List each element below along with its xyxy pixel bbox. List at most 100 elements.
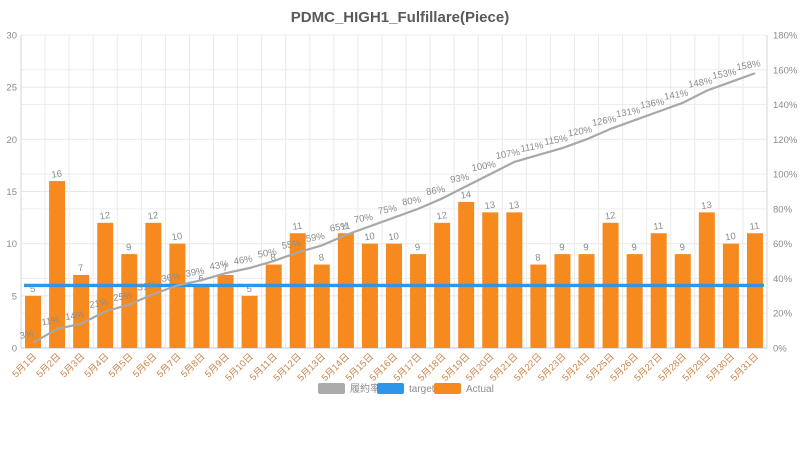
rate-percent-label: 70% bbox=[353, 212, 374, 226]
rate-percent-label: 115% bbox=[543, 133, 569, 148]
bar bbox=[265, 264, 282, 348]
bar-value-label: 10 bbox=[388, 231, 400, 243]
rate-percent-label: 59% bbox=[305, 231, 326, 245]
bar-value-label: 11 bbox=[340, 221, 351, 233]
bar-value-label: 8 bbox=[270, 252, 277, 264]
left-axis-tick-label: 20 bbox=[6, 135, 17, 146]
bar-value-label: 12 bbox=[436, 210, 448, 222]
rate-percent-label: 153% bbox=[712, 67, 738, 82]
bar bbox=[289, 233, 306, 348]
bar-value-label: 9 bbox=[559, 242, 566, 254]
bar bbox=[554, 254, 571, 348]
rate-percent-label: 43% bbox=[209, 259, 230, 273]
rate-percent-label: 3% bbox=[19, 329, 35, 342]
legend-label-target: target bbox=[409, 384, 435, 395]
right-axis-tick-label: 100% bbox=[773, 170, 798, 181]
bar bbox=[217, 274, 234, 348]
bar-value-label: 8 bbox=[318, 252, 325, 264]
bar-value-label: 9 bbox=[414, 242, 421, 254]
x-tick-label: 5月7日 bbox=[155, 351, 184, 380]
bar bbox=[361, 243, 378, 348]
rate-percent-label: 107% bbox=[495, 147, 521, 162]
bar bbox=[506, 212, 523, 348]
rate-percent-label: 111% bbox=[520, 140, 545, 155]
rate-percent-label: 31% bbox=[137, 279, 158, 293]
rate-percent-label: 21% bbox=[88, 297, 109, 311]
right-axis-tick-label: 20% bbox=[773, 309, 793, 320]
bar bbox=[337, 233, 354, 348]
rate-line bbox=[32, 72, 756, 344]
rate-percent-label: 141% bbox=[663, 88, 689, 103]
legend-swatch-rate bbox=[318, 383, 345, 394]
bar-value-label: 9 bbox=[631, 242, 638, 254]
bar bbox=[410, 254, 427, 348]
x-tick-label: 5月6日 bbox=[131, 351, 160, 380]
legend-swatch-actual bbox=[434, 383, 461, 394]
bar-value-label: 13 bbox=[484, 200, 496, 212]
rate-percent-label: 39% bbox=[185, 266, 206, 280]
bar bbox=[241, 295, 258, 348]
bar bbox=[73, 274, 90, 348]
bar bbox=[482, 212, 499, 348]
bar bbox=[25, 295, 42, 348]
rate-percent-label: 46% bbox=[233, 253, 254, 267]
bar-value-label: 12 bbox=[147, 210, 159, 222]
bar bbox=[313, 264, 330, 348]
rate-percent-label: 14% bbox=[64, 309, 85, 323]
bar-value-label: 11 bbox=[653, 221, 664, 233]
bar bbox=[530, 264, 547, 348]
bar-value-label: 9 bbox=[126, 242, 133, 254]
rate-percent-label: 120% bbox=[567, 124, 593, 139]
bar-value-label: 11 bbox=[292, 221, 303, 233]
rate-percent-label: 80% bbox=[401, 194, 422, 208]
bar bbox=[121, 254, 138, 348]
bar-value-label: 14 bbox=[460, 189, 472, 201]
rate-percent-label: 100% bbox=[471, 159, 497, 174]
right-axis-tick-label: 120% bbox=[773, 135, 798, 146]
left-axis-tick-label: 15 bbox=[6, 187, 17, 198]
rate-percent-label: 131% bbox=[615, 105, 641, 120]
rate-percent-label: 55% bbox=[281, 238, 302, 252]
left-axis-tick-label: 0 bbox=[12, 344, 17, 355]
right-axis-tick-label: 180% bbox=[773, 31, 798, 42]
x-tick-label: 5月4日 bbox=[83, 351, 112, 380]
left-axis-tick-label: 30 bbox=[6, 31, 17, 42]
right-axis-tick-label: 0% bbox=[773, 344, 787, 355]
rate-percent-label: 65% bbox=[329, 220, 350, 234]
bar-value-label: 5 bbox=[246, 284, 253, 296]
bar-value-label: 8 bbox=[535, 252, 542, 264]
right-axis-tick-label: 40% bbox=[773, 274, 793, 285]
bar-value-label: 12 bbox=[604, 210, 616, 222]
bar bbox=[578, 254, 595, 348]
right-axis-tick-label: 140% bbox=[773, 100, 798, 111]
right-axis-tick-label: 60% bbox=[773, 239, 793, 250]
right-axis-tick-label: 160% bbox=[773, 65, 798, 76]
bar-value-label: 10 bbox=[171, 231, 183, 243]
bar bbox=[722, 243, 739, 348]
legend-swatch-target bbox=[377, 383, 404, 394]
bar bbox=[386, 243, 402, 348]
chart-title: PDMC_HIGH1_Fulfillare(Piece) bbox=[291, 9, 509, 26]
rate-percent-label: 126% bbox=[591, 114, 617, 129]
rate-percent-label: 148% bbox=[687, 76, 713, 91]
bar bbox=[169, 243, 186, 348]
legend: 履約率 target Actual bbox=[318, 382, 494, 395]
bar bbox=[49, 181, 66, 348]
bar bbox=[626, 254, 643, 348]
bar bbox=[458, 201, 475, 348]
left-axis-tick-label: 25 bbox=[6, 83, 17, 94]
rate-percent-label: 75% bbox=[377, 203, 398, 217]
rate-percent-label: 136% bbox=[639, 96, 665, 111]
bar-value-label: 12 bbox=[99, 210, 111, 222]
bar-value-label: 11 bbox=[749, 221, 760, 233]
bar bbox=[746, 233, 763, 348]
left-axis-tick-label: 10 bbox=[6, 239, 17, 250]
rate-percent-label: 93% bbox=[449, 172, 470, 186]
bar-value-label: 10 bbox=[725, 231, 737, 243]
bar bbox=[674, 254, 691, 348]
x-tick-label: 5月2日 bbox=[35, 351, 64, 380]
x-tick-label: 5月5日 bbox=[107, 351, 136, 380]
bar bbox=[193, 285, 210, 348]
left-axis-tick-label: 5 bbox=[12, 291, 17, 302]
